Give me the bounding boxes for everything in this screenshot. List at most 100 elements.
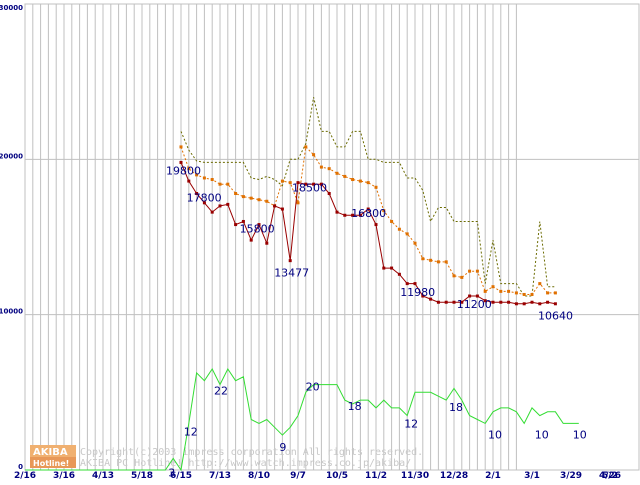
- min-price-point: [499, 300, 503, 304]
- data-series: [25, 97, 579, 472]
- avg-price-point: [296, 201, 300, 205]
- shop-count-line: [25, 368, 579, 472]
- min-price-point: [296, 181, 300, 185]
- data-labels: 19800 17800 15800 13477 18500 16800 11980 11200…: [166, 164, 587, 479]
- y-tick-label: 10000: [0, 308, 23, 316]
- x-tick-label: 3/16: [53, 471, 75, 480]
- avg-price-point: [468, 269, 472, 273]
- data-label: 13477: [274, 267, 309, 280]
- logo-box-top: [30, 445, 76, 457]
- min-price-point: [522, 302, 526, 306]
- min-price-point: [436, 300, 440, 304]
- avg-price-point: [522, 292, 526, 296]
- avg-price-point: [241, 195, 245, 199]
- avg-price-point: [179, 145, 183, 149]
- data-label: 10: [573, 428, 587, 441]
- avg-price-point: [421, 257, 425, 261]
- logo-text-top: AKIBA: [33, 447, 68, 458]
- avg-price-point: [538, 282, 542, 286]
- min-price-point: [553, 302, 557, 306]
- x-tick-label: 5/2: [602, 471, 618, 480]
- avg-price-point: [436, 260, 440, 264]
- min-price-point: [351, 213, 355, 217]
- min-price-point: [468, 294, 472, 298]
- min-price-point: [382, 266, 386, 270]
- min-price-point: [405, 282, 409, 286]
- min-price-point: [249, 238, 253, 242]
- x-tick-label: 6/15: [170, 471, 192, 480]
- min-price-point: [280, 207, 284, 211]
- max-price-line: [180, 97, 556, 297]
- min-price-point: [475, 294, 479, 298]
- x-tick-label: 10/5: [326, 471, 348, 480]
- min-price-point: [546, 300, 550, 304]
- avg-price-point: [507, 289, 511, 293]
- avg-price-point: [351, 178, 355, 182]
- min-price-point: [265, 241, 269, 245]
- avg-price-point: [366, 181, 370, 185]
- avg-price-point: [405, 232, 409, 236]
- min-price-point: [210, 210, 214, 214]
- data-label: 18500: [292, 182, 327, 195]
- min-price-point: [374, 223, 378, 227]
- avg-price-point: [553, 291, 557, 295]
- min-price-point: [187, 179, 191, 183]
- avg-price-point: [218, 182, 222, 186]
- avg-price-point: [413, 241, 417, 245]
- avg-price-point: [530, 292, 534, 296]
- min-price-point: [413, 282, 417, 286]
- min-price-point: [312, 182, 316, 186]
- min-price-point: [429, 297, 433, 301]
- avg-price-point: [460, 275, 464, 279]
- url-line: AKIBA PC Hotline! http://www.watch.impre…: [80, 458, 411, 469]
- min-price-point: [538, 302, 542, 306]
- copyright-watermark: AKIBA Hotline! Copyright(c)2003 impress …: [30, 445, 423, 469]
- avg-price-point: [195, 173, 199, 177]
- avg-price-point: [358, 179, 362, 183]
- avg-price-point: [483, 289, 487, 293]
- data-label: 11200: [457, 298, 492, 311]
- avg-price-point: [429, 258, 433, 262]
- data-label: 3: [168, 466, 175, 479]
- x-axis-ticks: 2/16 3/16 4/13 5/18 6/15 7/13 8/10 9/7 10/5 11/2 1…: [14, 471, 621, 481]
- x-tick-label: 9/7: [290, 471, 306, 480]
- min-price-point: [397, 272, 401, 276]
- avg-price-point: [312, 153, 316, 157]
- x-tick-label: 2/1: [485, 471, 501, 480]
- data-label: 17800: [187, 192, 222, 205]
- avg-price-point: [374, 185, 378, 189]
- min-price-point: [507, 300, 511, 304]
- avg-price-point: [475, 269, 479, 273]
- data-label: 10: [535, 428, 549, 441]
- min-price-point: [218, 204, 222, 208]
- min-price-point: [319, 182, 323, 186]
- x-tick-label: 2/16: [14, 471, 36, 480]
- min-price-point: [390, 266, 394, 270]
- x-tick-label: 12/28: [440, 471, 468, 480]
- data-label: 19800: [166, 164, 201, 177]
- x-tick-label: 4/13: [92, 471, 114, 480]
- avg-price-point: [382, 209, 386, 213]
- logo-box-bottom: [30, 457, 76, 468]
- x-tick-label: 4/26: [599, 471, 621, 480]
- data-label: 12: [184, 425, 198, 438]
- avg-price-point: [234, 192, 238, 196]
- avg-price-point: [280, 179, 284, 183]
- copyright-line: Copyright(c)2003 impress corporation All…: [80, 447, 423, 458]
- min-price-point: [444, 300, 448, 304]
- avg-price-point: [444, 260, 448, 264]
- avg-price-point: [491, 285, 495, 289]
- y-tick-label: 30000: [0, 4, 23, 12]
- data-label: 20: [306, 381, 320, 394]
- data-label: 16800: [351, 207, 386, 220]
- avg-price-point: [304, 145, 308, 149]
- min-price-point: [327, 192, 331, 196]
- avg-price-point: [265, 199, 269, 203]
- grid-lines: [24, 3, 640, 471]
- min-price-point: [530, 300, 534, 304]
- avg-price-point: [452, 274, 456, 278]
- avg-price-point: [335, 171, 339, 175]
- min-price-point: [257, 223, 261, 227]
